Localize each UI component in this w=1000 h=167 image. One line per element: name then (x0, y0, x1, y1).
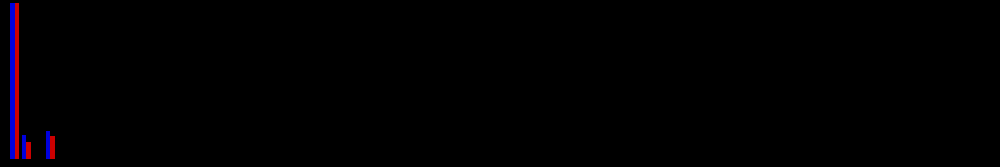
Bar (22, 135, 26, 159)
Bar (26, 142, 31, 159)
Bar (10, 0, 15, 159)
Bar (46, 131, 50, 159)
Bar (50, 136, 55, 159)
Bar (15, 0, 19, 159)
